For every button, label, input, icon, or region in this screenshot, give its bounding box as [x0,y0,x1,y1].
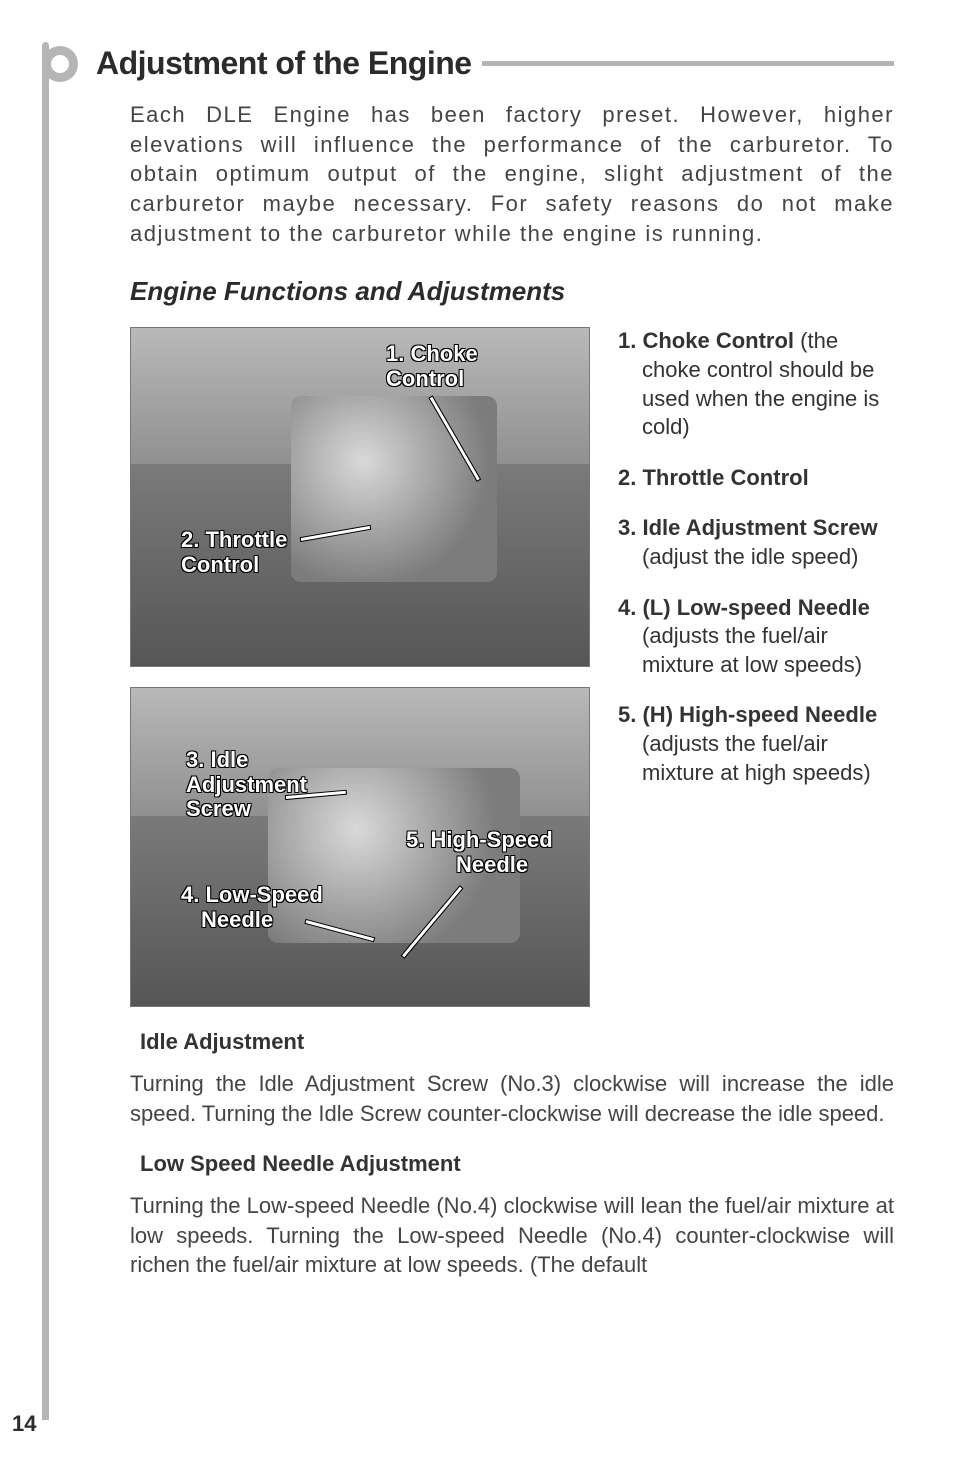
legend-3-bold: Idle Adjustment Screw [642,515,877,540]
figure-and-legend-row: 1. Choke Control 2. Throttle Control 3. … [130,327,894,1007]
header-bullet-icon [42,46,78,82]
callout-idle-line2: Adjustment [186,772,307,797]
low-speed-heading: Low Speed Needle Adjustment [140,1151,894,1177]
legend-4-num: 4. [618,595,636,620]
subheading: Engine Functions and Adjustments [130,276,894,307]
legend-list: 1. Choke Control (the choke control shou… [618,327,894,1007]
page-number: 14 [12,1411,36,1437]
legend-item-2: 2. Throttle Control [618,464,894,493]
callout-high: 5. High-Speed Needle [406,828,553,876]
legend-2-num: 2. [618,465,636,490]
legend-4-bold: (L) Low-speed Needle [642,595,869,620]
figure-1-photo [131,328,589,666]
callout-idle-line1: 3. Idle [186,747,248,772]
legend-2-bold: Throttle Control [642,465,808,490]
idle-adjustment-heading: Idle Adjustment [140,1029,894,1055]
legend-1-bold: Choke Control [642,328,794,353]
legend-item-3: 3. Idle Adjustment Screw (adjust the idl… [618,514,894,571]
callout-low-line2: Needle [201,907,273,932]
legend-1-num: 1. [618,328,636,353]
legend-4-rest: (adjusts the fuel/air mixture at low spe… [642,623,862,677]
callout-idle: 3. Idle Adjustment Screw [186,748,307,821]
figure-column: 1. Choke Control 2. Throttle Control 3. … [130,327,590,1007]
section-header: Adjustment of the Engine [60,45,894,82]
legend-item-5: 5. (H) High-speed Needle (adjusts the fu… [618,701,894,787]
low-speed-paragraph: Turning the Low-speed Needle (No.4) cloc… [130,1191,894,1280]
callout-high-line1: 5. High-Speed [406,827,553,852]
legend-5-bold: (H) High-speed Needle [642,702,877,727]
legend-3-rest: (adjust the idle speed) [642,544,858,569]
legend-item-1: 1. Choke Control (the choke control shou… [618,327,894,441]
callout-low: 4. Low-Speed Needle [181,883,323,931]
figure-2: 3. Idle Adjustment Screw 5. High-Speed N… [130,687,590,1007]
callout-low-line1: 4. Low-Speed [181,882,323,907]
left-vertical-rule [42,42,49,1420]
legend-3-num: 3. [618,515,636,540]
callout-throttle: 2. Throttle Control [181,528,287,576]
callout-choke-line1: 1. Choke [386,341,478,366]
legend-5-num: 5. [618,702,636,727]
section-title: Adjustment of the Engine [96,45,472,82]
idle-adjustment-paragraph: Turning the Idle Adjustment Screw (No.3)… [130,1069,894,1128]
figure-1: 1. Choke Control 2. Throttle Control [130,327,590,667]
callout-choke-line2: Control [386,366,464,391]
callout-choke: 1. Choke Control [386,342,478,390]
legend-5-rest: (adjusts the fuel/air mixture at high sp… [642,731,871,785]
legend-item-4: 4. (L) Low-speed Needle (adjusts the fue… [618,594,894,680]
callout-high-line2: Needle [456,852,528,877]
callout-idle-line3: Screw [186,796,251,821]
header-bullet-inner [51,55,69,73]
callout-throttle-line2: Control [181,552,259,577]
manual-page: Adjustment of the Engine Each DLE Engine… [0,0,954,1475]
callout-throttle-line1: 2. Throttle [181,527,287,552]
header-horizontal-rule [482,61,894,66]
intro-paragraph: Each DLE Engine has been factory preset.… [130,100,894,248]
